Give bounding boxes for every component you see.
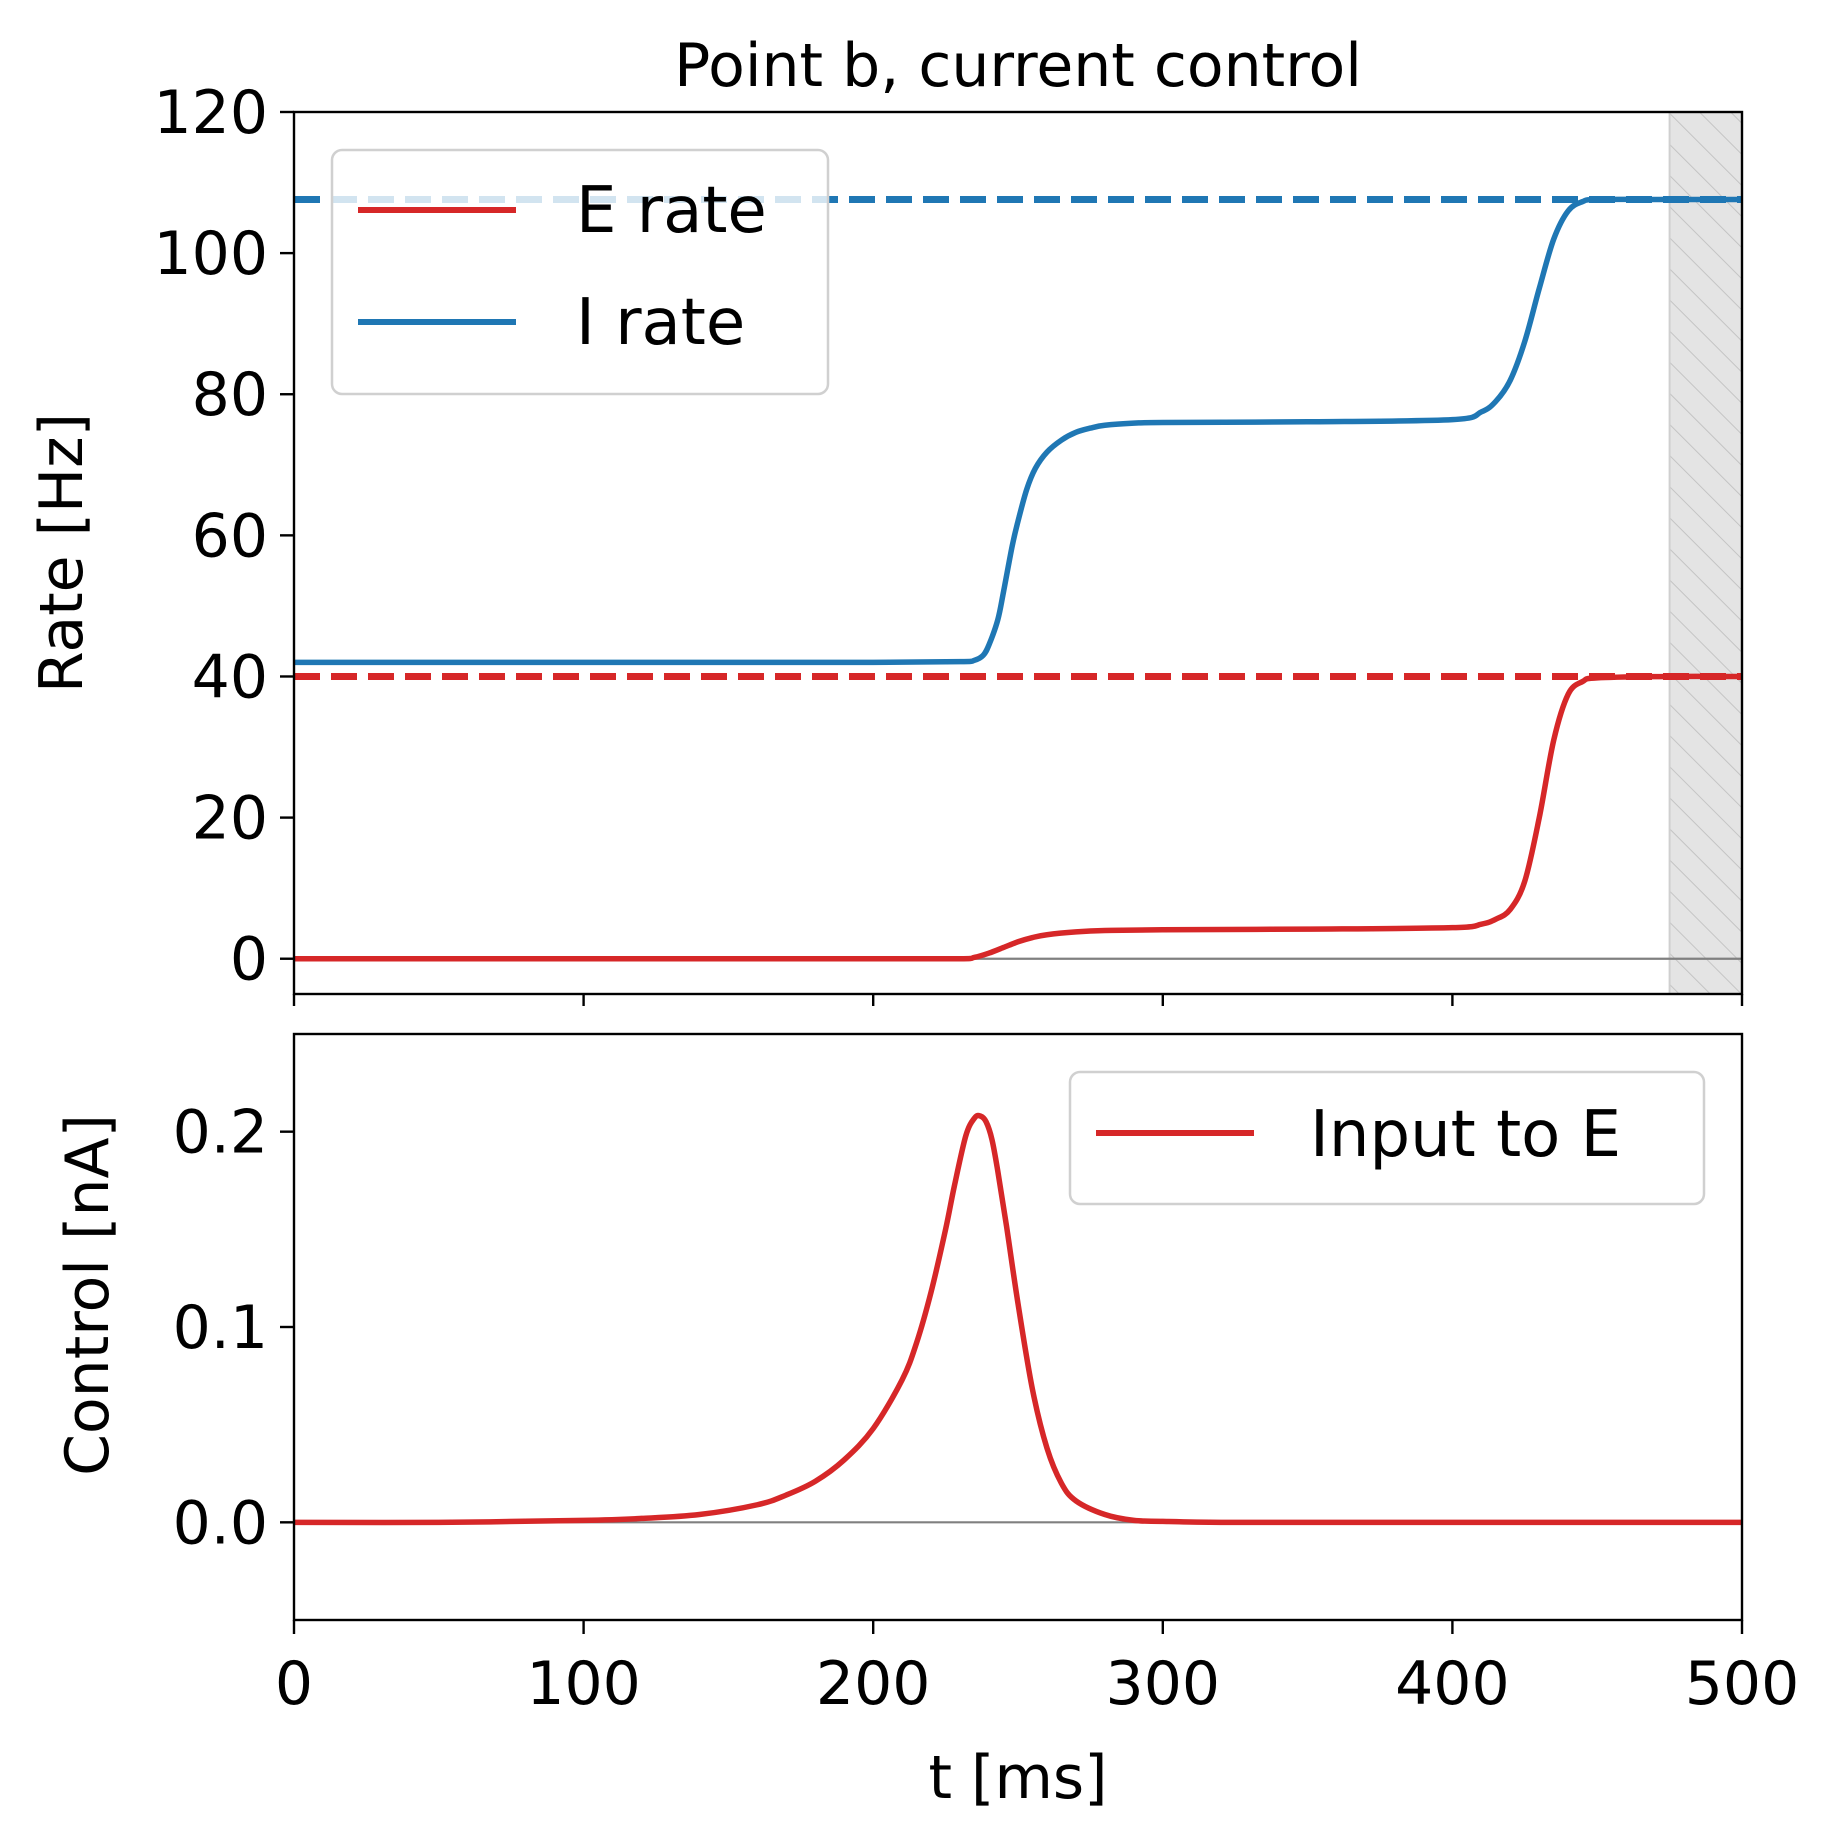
bottom-x-tick-label: 500: [1685, 1649, 1800, 1719]
shaded-region: [1668, 112, 1742, 994]
bottom-y-ticks: 0.0 0.1 0.2: [173, 1098, 294, 1558]
series-line-e-rate: [294, 673, 1742, 962]
rate-series: [294, 196, 1742, 962]
x-axis-label: t [ms]: [928, 1743, 1107, 1813]
top-y-tick-label: 20: [192, 784, 268, 854]
top-y-tick-label: 100: [153, 219, 268, 289]
top-y-tick-label: 120: [153, 78, 268, 148]
bottom-x-tick-label: 100: [526, 1649, 641, 1719]
bottom-y-tick-label: 0.0: [173, 1488, 268, 1558]
series-line-input-to-e: [294, 1112, 1742, 1526]
legend-label-e-rate: E rate: [576, 174, 767, 248]
top-y-tick-label: 40: [192, 642, 268, 712]
shaded-region-hatch: [1669, 112, 1742, 994]
top-y-axis-label: Rate [Hz]: [27, 413, 97, 693]
legend-label-input-to-e: Input to E: [1310, 1098, 1621, 1172]
bottom-x-tick-label: 300: [1106, 1649, 1221, 1719]
bottom-x-tick-label: 0: [275, 1649, 313, 1719]
series-line-i-rate: [294, 196, 1742, 666]
top-y-ticks: 0 20 40 60 80 100 120: [153, 78, 1744, 1006]
bottom-legend: Input to E: [1068, 1070, 1706, 1206]
bottom-x-tick-label: 400: [1395, 1649, 1510, 1719]
control-series: [294, 1112, 1742, 1526]
top-y-tick-label: 60: [192, 501, 268, 571]
bottom-y-tick-label: 0.2: [173, 1098, 268, 1168]
bottom-y-tick-label: 0.1: [173, 1293, 268, 1363]
top-y-tick-label: 0: [230, 925, 268, 995]
bottom-legend-box: [1068, 1070, 1706, 1206]
top-plot-frame: [292, 110, 1744, 996]
bottom-x-ticks: 0 100 200 300 400 500: [275, 1620, 1799, 1719]
top-y-tick-label: 80: [192, 360, 268, 430]
bottom-x-tick-label: 200: [816, 1649, 931, 1719]
bottom-y-axis-label: Control [nA]: [53, 1114, 123, 1476]
legend-label-i-rate: I rate: [576, 286, 745, 360]
chart-title: Point b, current control: [674, 31, 1362, 101]
top-legend: E rate I rate: [330, 148, 830, 396]
